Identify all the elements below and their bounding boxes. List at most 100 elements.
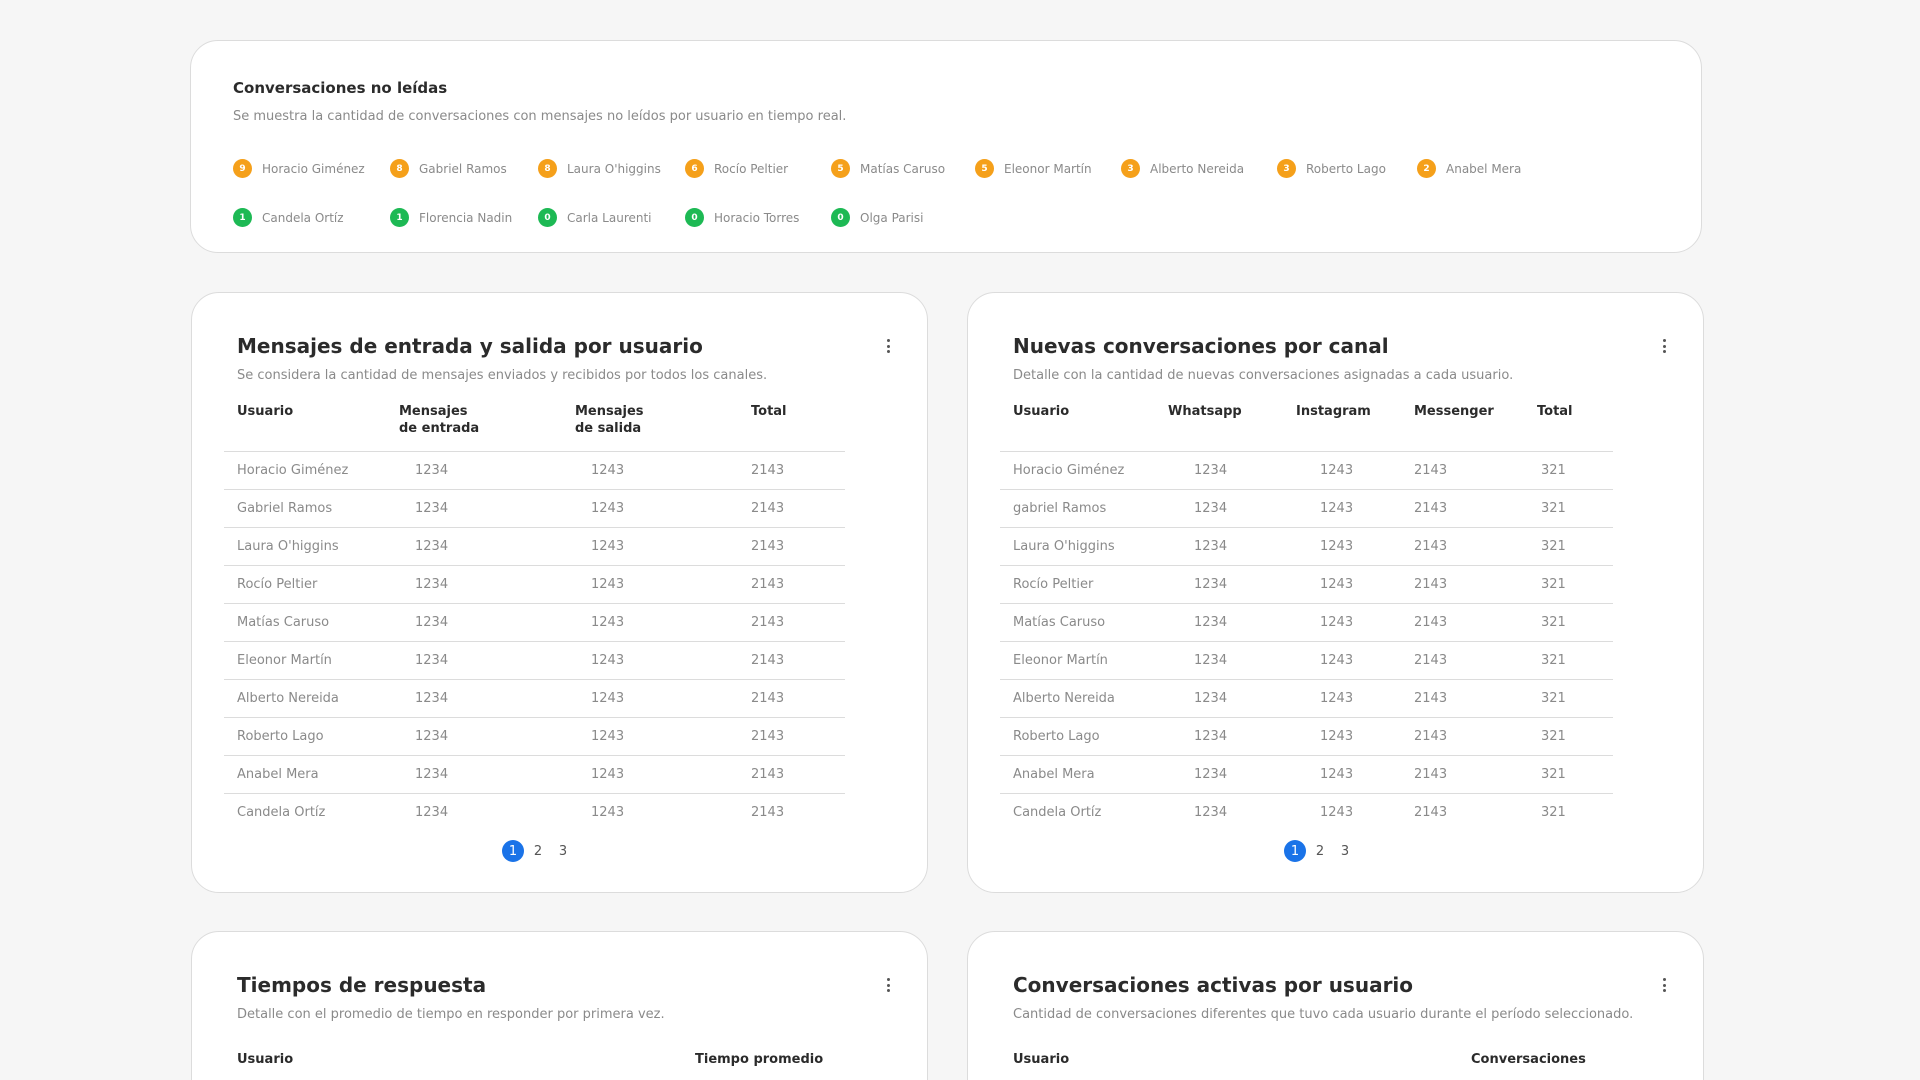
value-cell: 2143 — [1414, 489, 1537, 528]
unread-user-chip: 3 Alberto Nereida — [1121, 159, 1277, 179]
value-cell: 1243 — [1296, 489, 1414, 528]
unread-user-chip: 8 Gabriel Ramos — [390, 159, 538, 179]
page-2-button[interactable]: 2 — [533, 843, 543, 859]
more-options-icon[interactable] — [1661, 339, 1667, 353]
user-name-cell: Gabriel Ramos — [224, 489, 399, 528]
value-cell: 1234 — [1168, 755, 1296, 794]
column-header[interactable]: Total — [1537, 403, 1613, 452]
column-header[interactable]: Mensajes de entrada — [399, 403, 575, 452]
user-name-cell: Horacio Giménez — [224, 451, 399, 490]
user-name-cell: Eleonor Martín — [224, 641, 399, 680]
value-cell: 2143 — [751, 717, 845, 756]
messages-per-user-card: Mensajes de entrada y salida por usuario… — [191, 292, 928, 893]
table-row: Alberto Nereida 1234 1243 2143 321 — [1000, 679, 1613, 718]
column-header[interactable]: Messenger — [1414, 403, 1537, 452]
response-card-title: Tiempos de respuesta — [237, 973, 487, 997]
page-1-button[interactable]: 1 — [1284, 840, 1306, 862]
column-header[interactable]: Whatsapp — [1168, 403, 1296, 452]
table-row: Roberto Lago 1234 1243 2143 — [224, 717, 845, 756]
unread-count-badge: 3 — [1121, 159, 1140, 178]
value-cell: 1234 — [1168, 641, 1296, 680]
chip-row: 1 Candela Ortíz 1 Florencia Nadin 0 Carla Lau… — [233, 193, 1653, 242]
value-cell: 321 — [1537, 679, 1613, 718]
table-row: Gabriel Ramos 1234 1243 2143 — [224, 489, 845, 528]
value-cell: 1234 — [399, 451, 575, 490]
response-card-subtitle: Detalle con el promedio de tiempo en res… — [237, 1007, 665, 1022]
table-row: Anabel Mera 1234 1243 2143 321 — [1000, 755, 1613, 794]
page-1-button[interactable]: 1 — [502, 840, 524, 862]
value-cell: 321 — [1541, 804, 1566, 820]
user-name-cell: Anabel Mera — [1000, 755, 1168, 794]
value-cell: 2143 — [1414, 717, 1537, 756]
value-cell: 1243 — [575, 755, 751, 794]
value-cell: 321 — [1537, 755, 1613, 794]
value-cell: 2143 — [751, 804, 785, 820]
user-name-cell: Alberto Nereida — [224, 679, 399, 718]
unread-count-badge: 1 — [233, 208, 252, 227]
page-2-button[interactable]: 2 — [1315, 843, 1325, 859]
column-header-user: Usuario — [237, 1052, 294, 1067]
value-cell: 2143 — [751, 565, 845, 604]
value-cell: 2143 — [751, 641, 845, 680]
table-row: Matías Caruso 1234 1243 2143 — [224, 603, 845, 642]
column-header[interactable]: Usuario — [1000, 403, 1168, 452]
user-name-cell: Candela Ortíz — [237, 804, 326, 820]
page-3-button[interactable]: 3 — [558, 843, 568, 859]
value-cell: 1234 — [399, 565, 575, 604]
value-cell: 1234 — [399, 641, 575, 680]
unread-count-badge: 5 — [975, 159, 994, 178]
column-header-conversations: Conversaciones — [1471, 1052, 1586, 1067]
value-cell: 1234 — [1168, 527, 1296, 566]
user-name-cell: Candela Ortíz — [1013, 804, 1102, 820]
unread-user-chip: 0 Carla Laurenti — [538, 208, 685, 228]
value-cell: 321 — [1537, 527, 1613, 566]
value-cell: 2143 — [1414, 755, 1537, 794]
table-row: gabriel Ramos 1234 1243 2143 321 — [1000, 489, 1613, 528]
value-cell: 2143 — [1414, 527, 1537, 566]
unread-conversations-card: Conversaciones no leídas Se muestra la c… — [190, 40, 1702, 253]
unread-user-name: Anabel Mera — [1446, 161, 1522, 176]
active-card-title: Conversaciones activas por usuario — [1013, 973, 1414, 997]
column-header[interactable]: Usuario — [224, 403, 399, 452]
unread-count-badge: 0 — [685, 208, 704, 227]
unread-count-badge: 9 — [233, 159, 252, 178]
value-cell: 1243 — [575, 679, 751, 718]
messages-card-title: Mensajes de entrada y salida por usuario — [237, 334, 703, 358]
more-options-icon[interactable] — [885, 339, 891, 353]
table-row: Rocío Peltier 1234 1243 2143 321 — [1000, 565, 1613, 604]
value-cell: 2143 — [1414, 679, 1537, 718]
value-cell: 1243 — [575, 717, 751, 756]
unread-user-name: Eleonor Martín — [1004, 161, 1092, 176]
value-cell: 2143 — [751, 603, 845, 642]
value-cell: 1243 — [575, 451, 751, 490]
table-row: Eleonor Martín 1234 1243 2143 — [224, 641, 845, 680]
value-cell: 1234 — [415, 804, 449, 820]
unread-user-name: Alberto Nereida — [1150, 161, 1245, 176]
value-cell: 2143 — [751, 679, 845, 718]
unread-user-name: Roberto Lago — [1306, 161, 1386, 176]
value-cell: 1234 — [1194, 804, 1228, 820]
channels-card-subtitle: Detalle con la cantidad de nuevas conver… — [1013, 368, 1514, 383]
more-options-icon[interactable] — [885, 978, 891, 992]
active-conversations-card: Conversaciones activas por usuario Canti… — [967, 931, 1704, 1080]
table-row: Laura O'higgins 1234 1243 2143 — [224, 527, 845, 566]
user-name-cell: Matías Caruso — [1000, 603, 1168, 642]
unread-count-badge: 0 — [831, 208, 850, 227]
value-cell: 1243 — [575, 641, 751, 680]
column-header[interactable]: Instagram — [1296, 403, 1414, 452]
unread-user-chip: 1 Candela Ortíz — [233, 208, 390, 228]
more-options-icon[interactable] — [1661, 978, 1667, 992]
column-header[interactable]: Total — [751, 403, 845, 452]
unread-count-badge: 0 — [538, 208, 557, 227]
user-name-cell: Roberto Lago — [224, 717, 399, 756]
table-row: Matías Caruso 1234 1243 2143 321 — [1000, 603, 1613, 642]
unread-user-chip: 9 Horacio Giménez — [233, 159, 390, 179]
unread-count-badge: 8 — [390, 159, 409, 178]
column-header[interactable]: Mensajes de salida — [575, 403, 751, 452]
value-cell: 1234 — [1168, 451, 1296, 490]
unread-user-name: Candela Ortíz — [262, 210, 344, 225]
channels-table: Usuario Whatsapp Instagram Messenger Total Ho… — [1000, 403, 1613, 831]
page-3-button[interactable]: 3 — [1340, 843, 1350, 859]
unread-user-name: Matías Caruso — [860, 161, 946, 176]
